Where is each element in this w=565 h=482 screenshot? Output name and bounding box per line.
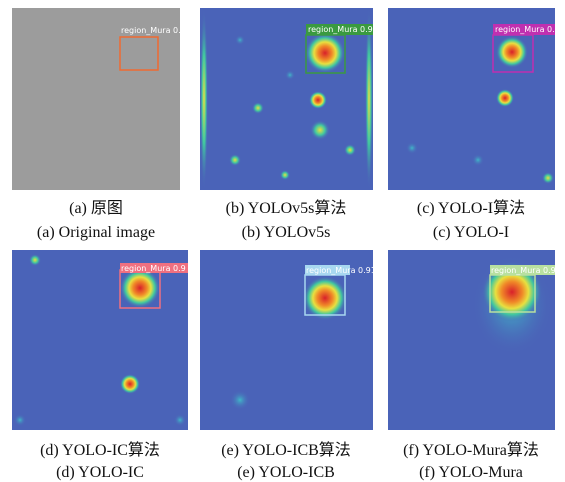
caption-en: (b) YOLOv5s: [242, 224, 331, 241]
image: [200, 8, 373, 190]
box-label: region_Mura 0.9: [121, 264, 186, 273]
box-label: region_Mura 0.9: [308, 25, 373, 34]
caption-cn: (e) YOLO-ICB算法: [221, 440, 351, 459]
caption-cn: (c) YOLO-I算法: [417, 198, 525, 217]
caption-en: (c) YOLO-I: [433, 224, 509, 241]
panel: region_Mura 0.9: [200, 8, 373, 190]
panel: region_Mura 0.9: [12, 250, 188, 430]
panel: region_Mura 0.92: [388, 250, 561, 430]
panel: region_Mura 0.9: [388, 8, 560, 190]
box-label: region_Mura 0.9: [121, 26, 186, 35]
figure: region_Mura 0.9 region_Mura 0.9 region_M…: [0, 0, 565, 482]
box-label: region_Mura 0.9: [495, 25, 560, 34]
caption-en: (f) YOLO-Mura: [419, 464, 523, 481]
image: [12, 8, 180, 190]
caption-cn: (a) 原图: [69, 200, 123, 217]
panel: region_Mura 0.9: [12, 8, 186, 190]
caption-cn: (f) YOLO-Mura算法: [403, 440, 539, 459]
image: [200, 250, 373, 430]
box-label: region_Mura 0.92: [491, 266, 561, 275]
box-label: region_Mura 0.91: [306, 266, 376, 275]
caption-cn: (d) YOLO-IC算法: [40, 440, 160, 459]
caption-cn: (b) YOLOv5s算法: [226, 198, 347, 217]
panel: region_Mura 0.91: [200, 250, 376, 430]
caption-en: (d) YOLO-IC: [56, 464, 144, 481]
caption-en: (a) Original image: [37, 224, 155, 241]
caption-en: (e) YOLO-ICB: [237, 464, 335, 481]
image: [12, 250, 188, 430]
